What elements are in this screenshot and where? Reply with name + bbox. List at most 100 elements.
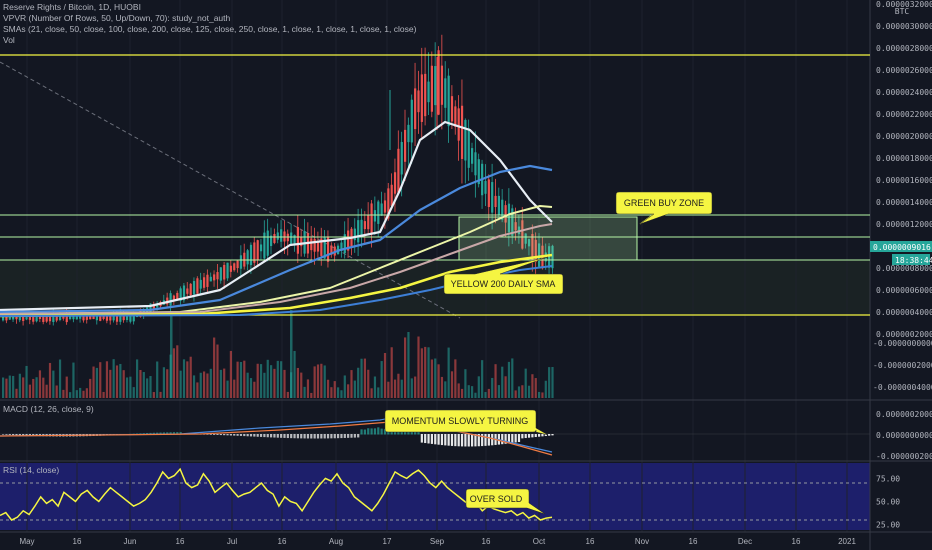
candle-body [531,233,534,260]
macd-histogram-bar [457,434,460,447]
volume-bar [226,380,229,398]
volume-bar [450,371,454,398]
volume-bar [179,370,182,398]
volume-bar [534,378,537,398]
macd-histogram-bar [360,429,363,435]
macd-histogram-bar [293,434,296,439]
macd-histogram-bar [507,434,511,444]
macd-histogram-bar [216,434,219,435]
candle-body [172,295,176,300]
volume-bar [481,360,484,398]
volume-bar [517,386,521,398]
candle-body [326,236,330,262]
candle-body [511,208,514,236]
volume-bar [263,372,266,398]
volume-bar [249,378,253,398]
candle-body [283,231,286,242]
candle-body [152,304,155,310]
time-tick-label: Jul [227,537,237,546]
macd-histogram-bar [447,434,450,446]
candle-body [491,182,494,213]
candle-body [156,303,159,308]
volume-bar [400,379,403,398]
last-price-badge [870,241,932,252]
volume-bar [92,366,95,398]
volume-bar [270,365,273,398]
candle-body [58,314,62,321]
price-tick-label: 0.0000016000 [876,176,932,185]
price-tick-label: 0.0000002000 [876,330,932,339]
time-tick-label: 16 [176,537,185,546]
volume-bar [343,375,346,398]
volume-bar [233,379,236,398]
candle-body [266,230,269,256]
candle-body [393,172,397,194]
callout-green-buy-zone: GREEN BUY ZONE [615,191,713,225]
macd-histogram-bar [450,434,454,446]
volume-bar [340,390,343,398]
rsi-legend: RSI (14, close) [3,465,60,475]
volume-bar [467,385,470,398]
candle-body [370,203,373,235]
volume-bar [551,367,554,398]
volume-bar [172,348,176,398]
volume-bar [286,391,289,398]
time-tick-label: Sep [430,537,445,546]
volume-bar [8,375,11,398]
candle-body [437,50,440,115]
volume-bar [370,388,373,398]
volume-bar [273,368,276,398]
macd-histogram-bar [320,434,323,439]
callout-momentum-text: MOMENTUM SLOWLY TURNING [392,416,529,426]
volume-bar [142,372,145,398]
macd-histogram-bar [310,434,313,439]
candle-body [293,234,296,244]
volume-bar [363,358,366,398]
volume-bar [434,358,437,398]
candle-body [2,314,5,321]
volume-bar [256,363,259,398]
candle-body [487,179,490,208]
candle-body [192,281,196,295]
volume-bar [82,390,85,398]
volume-bar [136,359,139,398]
volume-bar [484,392,487,398]
volume-bar [186,361,189,398]
volume-bar [538,391,541,398]
macd-tick-label: -0.0000002000 [876,452,932,461]
macd-histogram-bar [487,434,490,446]
candle-body [246,250,249,265]
candle-body [273,233,276,243]
price-tick-label: 0.0000006000 [876,286,932,295]
candle-body [263,232,266,259]
volume-bar [203,371,206,398]
macd-histogram-bar [370,428,373,435]
macd-histogram-bar [373,428,377,435]
candle-body [430,65,433,112]
candle-body [129,313,132,322]
candle-body [296,227,299,254]
candle-body [417,90,420,113]
macd-histogram-bar [434,434,437,445]
volume-bar [162,367,165,398]
candle-body [256,240,259,261]
volume-bar [454,359,457,398]
volume-bar [266,359,269,398]
volume-bar [72,362,75,398]
candle-body [434,66,437,106]
volume-bar [407,332,410,398]
price-tick-label: 0.0000026000 [876,66,932,75]
candle-body [316,240,320,252]
candle-body [484,180,487,194]
macd-histogram-bar [316,434,320,439]
volume-bar [347,384,350,398]
candle-body [373,210,377,222]
time-axis-ticks: May 16 Jun 16 Jul 16 Aug 17 Sep 16 Oct 16 Nov 16 Dec 16… [19,537,856,546]
volume-bar [310,392,313,398]
volume-bar [45,384,48,398]
candle-body [132,311,135,322]
candle-body [521,220,524,249]
volume-bar [397,373,400,398]
macd-histogram-bar [367,428,370,435]
volume-bar [22,377,25,398]
